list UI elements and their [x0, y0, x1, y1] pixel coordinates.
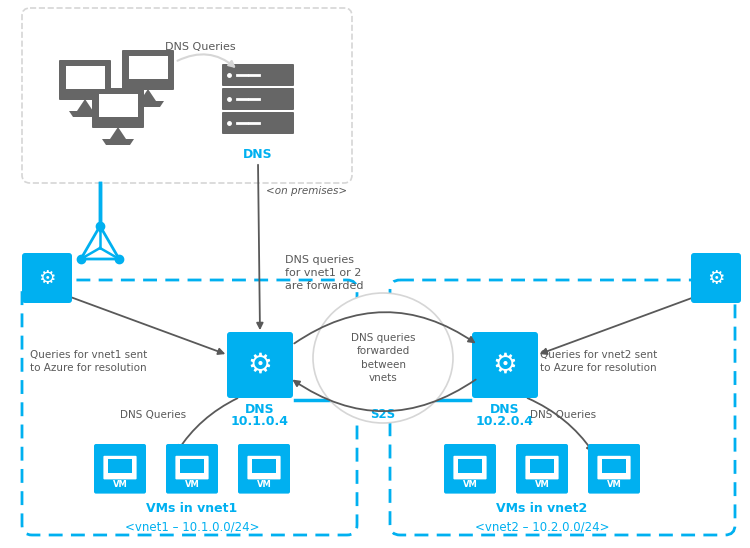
Text: DNS queries
for vnet1 or 2
are forwarded: DNS queries for vnet1 or 2 are forwarded: [285, 255, 364, 292]
Text: <vnet1 – 10.1.0.0/24>: <vnet1 – 10.1.0.0/24>: [124, 520, 260, 533]
FancyBboxPatch shape: [516, 444, 568, 494]
Polygon shape: [132, 101, 164, 107]
Text: VM: VM: [256, 480, 272, 489]
FancyBboxPatch shape: [472, 332, 538, 398]
Polygon shape: [102, 139, 134, 145]
FancyBboxPatch shape: [588, 444, 640, 494]
FancyBboxPatch shape: [222, 112, 294, 134]
Text: 10.2.0.4: 10.2.0.4: [476, 415, 534, 428]
Text: VM: VM: [535, 480, 549, 489]
FancyBboxPatch shape: [180, 459, 204, 473]
FancyBboxPatch shape: [526, 456, 559, 480]
Text: S2S: S2S: [370, 408, 395, 421]
Text: <on premises>: <on premises>: [266, 186, 347, 196]
FancyBboxPatch shape: [222, 88, 294, 110]
Polygon shape: [69, 111, 101, 117]
FancyBboxPatch shape: [59, 60, 111, 100]
Ellipse shape: [313, 293, 453, 423]
Text: DNS Queries: DNS Queries: [530, 410, 596, 420]
FancyBboxPatch shape: [92, 88, 144, 128]
Text: Queries for vnet1 sent
to Azure for resolution: Queries for vnet1 sent to Azure for reso…: [30, 350, 147, 373]
FancyBboxPatch shape: [227, 332, 293, 398]
Text: VM: VM: [112, 480, 128, 489]
FancyBboxPatch shape: [530, 459, 554, 473]
FancyBboxPatch shape: [94, 444, 146, 494]
FancyBboxPatch shape: [104, 456, 136, 480]
FancyBboxPatch shape: [65, 66, 104, 89]
Text: ⚙: ⚙: [38, 269, 56, 288]
Text: VM: VM: [607, 480, 621, 489]
FancyBboxPatch shape: [252, 459, 276, 473]
Polygon shape: [77, 99, 93, 111]
FancyBboxPatch shape: [444, 444, 496, 494]
Polygon shape: [140, 89, 156, 101]
Text: DNS: DNS: [243, 148, 273, 161]
FancyBboxPatch shape: [108, 459, 132, 473]
FancyBboxPatch shape: [166, 444, 218, 494]
Text: VMs in vnet2: VMs in vnet2: [496, 502, 588, 515]
FancyBboxPatch shape: [598, 456, 631, 480]
FancyBboxPatch shape: [454, 456, 487, 480]
FancyBboxPatch shape: [691, 253, 741, 303]
Text: DNS Queries: DNS Queries: [165, 42, 236, 52]
Text: VM: VM: [184, 480, 200, 489]
FancyBboxPatch shape: [22, 253, 72, 303]
Text: ⚙: ⚙: [248, 351, 272, 379]
Text: DNS: DNS: [490, 403, 520, 416]
Polygon shape: [110, 127, 126, 139]
Text: DNS Queries: DNS Queries: [120, 410, 186, 420]
FancyBboxPatch shape: [602, 459, 625, 473]
Text: VM: VM: [463, 480, 477, 489]
FancyBboxPatch shape: [98, 94, 137, 117]
FancyBboxPatch shape: [176, 456, 208, 480]
FancyBboxPatch shape: [222, 64, 294, 86]
FancyBboxPatch shape: [248, 456, 280, 480]
Text: VMs in vnet1: VMs in vnet1: [146, 502, 238, 515]
FancyBboxPatch shape: [122, 50, 174, 90]
Text: ⚙: ⚙: [707, 269, 724, 288]
FancyBboxPatch shape: [458, 459, 482, 473]
Text: Queries for vnet2 sent
to Azure for resolution: Queries for vnet2 sent to Azure for reso…: [540, 350, 657, 373]
FancyBboxPatch shape: [128, 56, 167, 79]
Text: 10.1.0.4: 10.1.0.4: [231, 415, 289, 428]
Text: ⚙: ⚙: [493, 351, 517, 379]
FancyBboxPatch shape: [238, 444, 290, 494]
Text: DNS: DNS: [245, 403, 274, 416]
Text: <vnet2 – 10.2.0.0/24>: <vnet2 – 10.2.0.0/24>: [475, 520, 609, 533]
Text: DNS queries
forwarded
between
vnets: DNS queries forwarded between vnets: [351, 333, 416, 383]
